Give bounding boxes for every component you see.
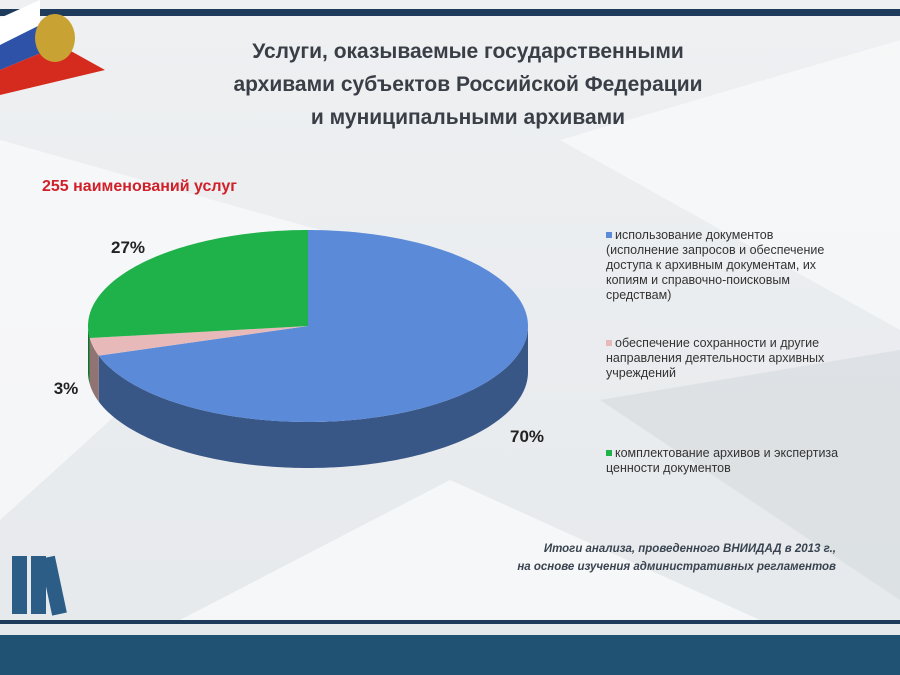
data-label: 3%: [54, 379, 79, 398]
source-note: Итоги анализа, проведенного ВНИИДАД в 20…: [544, 543, 836, 555]
slice-side: [98, 326, 528, 468]
legend-label: обеспечение сохранности и другие направл…: [606, 336, 825, 380]
slice: [88, 230, 308, 339]
slice: [89, 326, 308, 356]
chart-title: и муниципальными архивами: [311, 106, 625, 129]
bg-shape: [180, 480, 760, 620]
legend-item: комплектование архивов и экспертиза ценн…: [606, 446, 846, 476]
bottom-bar: [0, 635, 900, 675]
emblem: [35, 14, 75, 62]
slice: [98, 230, 528, 422]
legend-item: использование документов (исполнение зап…: [606, 228, 846, 303]
flag: [0, 0, 40, 45]
legend-label: комплектование архивов и экспертиза ценн…: [606, 446, 839, 475]
chart-title: Услуги, оказываемые государственными: [252, 40, 684, 63]
slice-side: [88, 326, 90, 385]
top-bar: [0, 9, 900, 16]
data-label: 27%: [111, 238, 145, 257]
binder-icon: [31, 556, 46, 614]
chart-title: архивами субъектов Российской Федерации: [233, 73, 702, 96]
binder-icon: [12, 556, 27, 614]
binder-icon: [40, 555, 67, 616]
legend-swatch: [606, 232, 612, 238]
bg-shape: [600, 350, 900, 600]
legend-swatch: [606, 450, 612, 456]
bottom-line: [0, 620, 900, 624]
bg-shape: [560, 40, 900, 330]
source-note: на основе изучения административных регл…: [517, 561, 836, 573]
data-label: 70%: [510, 427, 544, 446]
legend-label: использование документов (исполнение зап…: [606, 228, 825, 302]
flag: [0, 45, 105, 95]
legend-item: обеспечение сохранности и другие направл…: [606, 336, 846, 381]
subtitle: 255 наименований услуг: [42, 178, 237, 195]
legend-swatch: [606, 340, 612, 346]
slice-side: [89, 338, 99, 402]
